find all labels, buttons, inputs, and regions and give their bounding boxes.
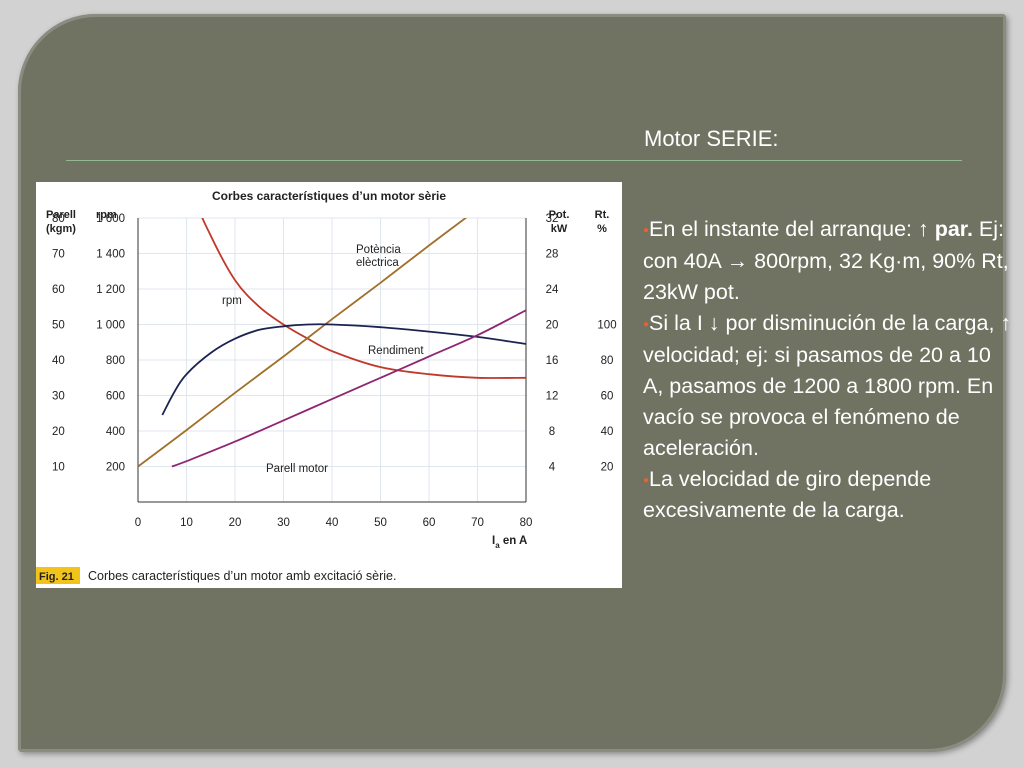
series-line-parell-motor [171, 309, 526, 468]
pot-tick-label: 8 [549, 426, 555, 438]
rt-tick-label: 100 [597, 320, 616, 332]
parell-tick-label: 50 [52, 320, 65, 332]
x-tick-label: 10 [180, 517, 193, 529]
series-label: rpm [222, 295, 242, 307]
bullet-marker: ● [643, 224, 650, 236]
x-tick-label: 20 [229, 517, 242, 529]
series-label: elèctrica [356, 257, 399, 269]
bullet-item-carga: ●Si la I ↓ por disminución de la carga, … [643, 308, 1015, 464]
x-axis-label: Ia en A [492, 535, 527, 550]
rt-tick-label: 80 [601, 355, 614, 367]
pot-tick-label: 4 [549, 462, 556, 474]
rpm-tick-label: 400 [106, 426, 125, 438]
rpm-tick-label: 1 400 [96, 249, 125, 261]
bullet-bold-text: par. [934, 217, 973, 241]
x-tick-label: 40 [326, 517, 339, 529]
chart-svg: Corbes característiques d’un motor sèrie… [36, 189, 617, 584]
x-tick-label: 60 [423, 517, 436, 529]
series-line-rendiment [161, 323, 526, 416]
pot-tick-label: 12 [546, 391, 559, 403]
rpm-tick-label: 1 000 [96, 320, 125, 332]
x-tick-label: 0 [135, 517, 141, 529]
series-line-pot-ncia-el-ctrica [138, 218, 468, 468]
parell-tick-label: 30 [52, 391, 65, 403]
pot-tick-label: 24 [546, 284, 559, 296]
bullet-item-velocidad: ●La velocidad de giro depende excesivame… [643, 464, 1015, 527]
parell-axis-header: Parell [46, 209, 76, 221]
parell-tick-label: 20 [52, 426, 65, 438]
bullet-text: En el instante del arranque: ↑ [649, 217, 935, 241]
caption-label: Fig. 21 [39, 571, 74, 583]
pot-axis-header: Pot. [549, 209, 570, 221]
series-label: Rendiment [368, 345, 424, 357]
rt-axis-header: % [597, 223, 607, 235]
pot-tick-label: 16 [546, 355, 559, 367]
pot-axis-header: kW [551, 223, 568, 235]
chart-title: Corbes característiques d’un motor sèrie [212, 189, 446, 203]
bullet-marker: ● [643, 318, 650, 330]
bullet-text: Si la I ↓ por disminución de la carga, ↑… [643, 310, 1012, 460]
pot-tick-label: 32 [546, 213, 559, 225]
pot-tick-label: 20 [546, 320, 559, 332]
parell-tick-label: 10 [52, 462, 65, 474]
series-line-rpm [201, 218, 526, 379]
rpm-tick-label: 1 200 [96, 284, 125, 296]
series-label: Potència [356, 244, 401, 256]
rpm-axis-header: rpm [96, 209, 117, 221]
x-tick-label: 80 [520, 517, 533, 529]
rpm-tick-label: 1 600 [96, 213, 125, 225]
bullet-marker: ● [643, 474, 650, 486]
rt-tick-label: 60 [601, 391, 614, 403]
parell-tick-label: 70 [52, 249, 65, 261]
bullet-text: La velocidad de giro depende excesivamen… [643, 466, 932, 523]
bullet-item-arranque: ●En el instante del arranque: ↑ par. Ej:… [643, 214, 1015, 308]
title-divider [66, 160, 962, 161]
rt-tick-label: 40 [601, 426, 614, 438]
rpm-tick-label: 800 [106, 355, 125, 367]
parell-tick-label: 80 [52, 213, 65, 225]
x-tick-label: 30 [277, 517, 290, 529]
parell-axis-header: (kgm) [46, 223, 76, 235]
parell-tick-label: 40 [52, 355, 65, 367]
x-tick-label: 70 [471, 517, 484, 529]
bullet-text-cont: Ej: con 40A → 800rpm, 32 Kg·m, 90% Rt, 2… [643, 217, 1009, 304]
rpm-tick-label: 600 [106, 391, 125, 403]
caption-label-bg [36, 567, 80, 584]
series-label: Parell motor [266, 463, 328, 475]
rt-tick-label: 20 [601, 462, 614, 474]
chart-figure: Corbes característiques d’un motor sèrie… [36, 182, 622, 588]
x-tick-label: 50 [374, 517, 387, 529]
bullet-list: ●En el instante del arranque: ↑ par. Ej:… [643, 214, 1015, 526]
pot-tick-label: 28 [546, 249, 559, 261]
rpm-tick-label: 200 [106, 462, 125, 474]
figure-caption: Corbes característiques d’un motor amb e… [88, 569, 396, 583]
rt-axis-header: Rt. [595, 209, 610, 221]
parell-tick-label: 60 [52, 284, 65, 296]
slide-title: Motor SERIE: [644, 126, 779, 151]
